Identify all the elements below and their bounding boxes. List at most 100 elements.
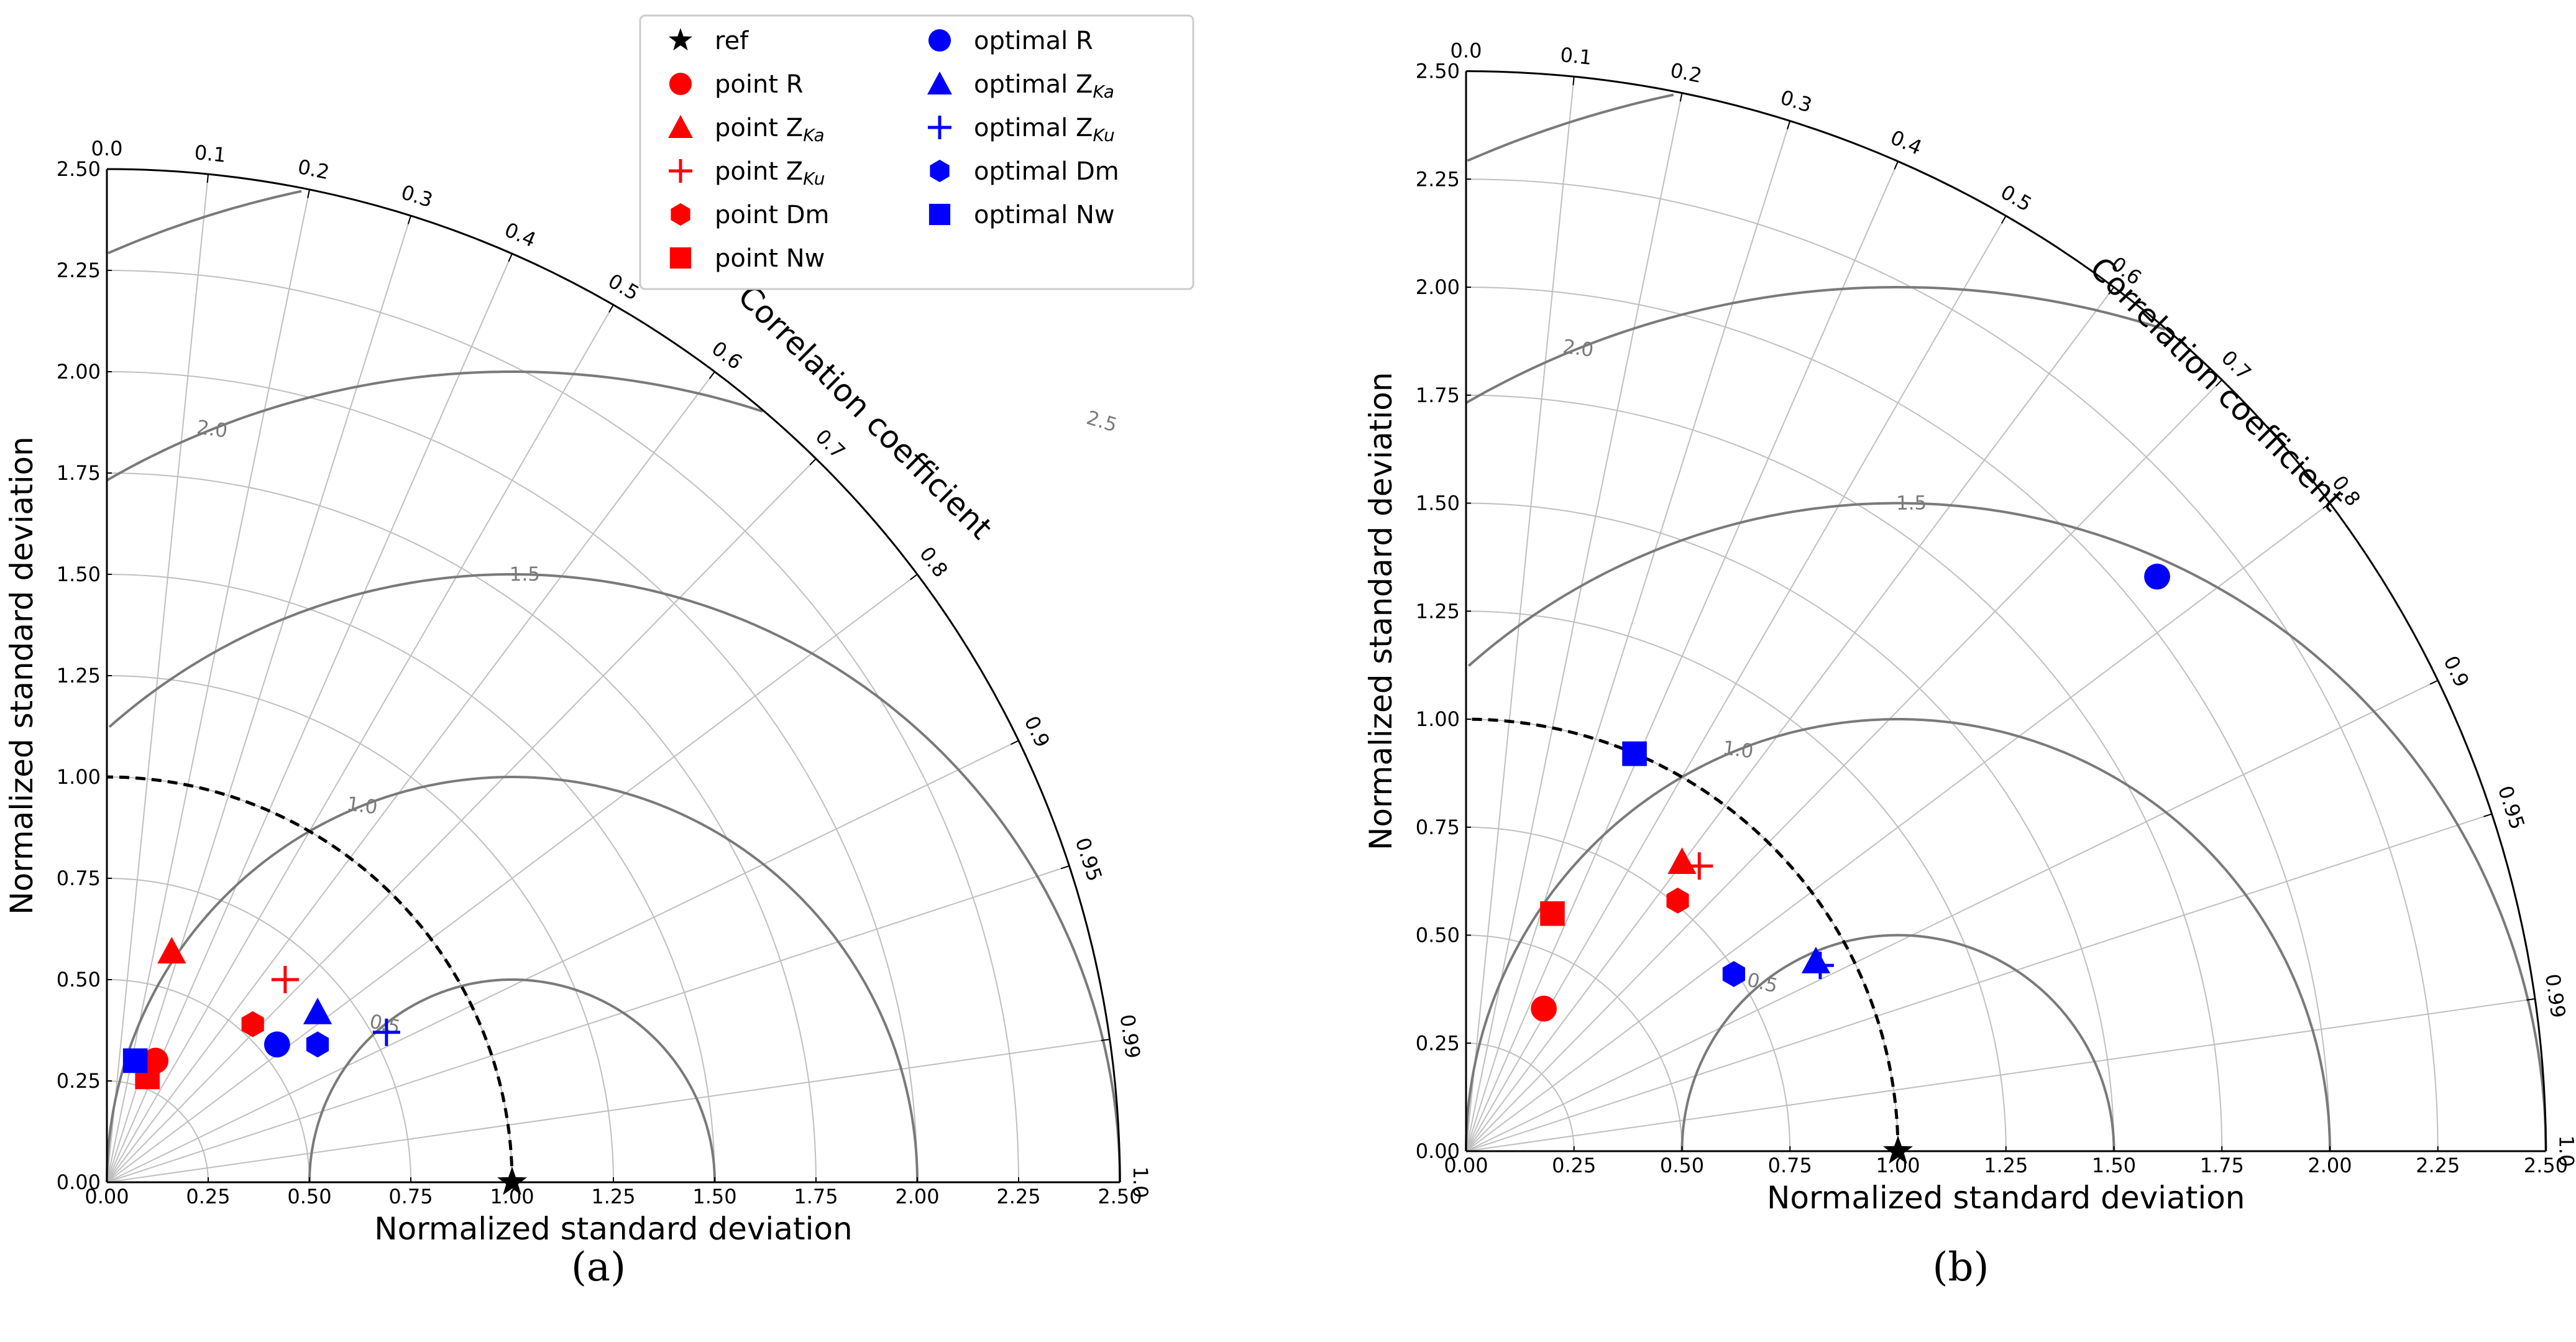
correlation-tick-label: 0.95	[2493, 783, 2529, 832]
std-gridline	[1465, 1042, 1575, 1152]
correlation-tick-label: 0.95	[1071, 835, 1107, 885]
std-gridline	[106, 574, 715, 1183]
rmse-contour	[1467, 502, 2547, 1151]
x-tick-label: 0.00	[1444, 1154, 1488, 1177]
data-point-optimal-r	[264, 1031, 290, 1058]
outer-arc	[1465, 70, 2547, 1152]
x-tick-label: 2.50	[1098, 1185, 1142, 1208]
rmse-contour	[1465, 718, 2331, 1151]
legend-label-text: optimal Nw	[974, 201, 1115, 229]
correlation-tick-mark	[508, 253, 513, 262]
correlation-tick-label: 0.4	[501, 218, 539, 252]
data-point-optimal-dm	[1722, 961, 1745, 987]
correlation-tick-label: 0.1	[1559, 43, 1593, 70]
correlation-tick-mark	[1060, 865, 1070, 870]
rmse-contour-label: 1.0	[1721, 737, 1755, 763]
correlation-axis-label: Correlation coefficient	[731, 278, 999, 546]
std-gridline	[106, 776, 513, 1183]
x-tick-label: 0.25	[1552, 1154, 1596, 1177]
std-gridline	[1465, 826, 1791, 1152]
legend-label-text: point Z	[715, 157, 803, 186]
y-tick-label: 0.00	[1416, 1139, 1460, 1163]
legend-marker-optimal-r	[928, 29, 951, 52]
correlation-tick-label: 0.99	[2541, 972, 2570, 1019]
correlation-tick-label: 0.5	[604, 269, 643, 305]
std-gridline	[1465, 287, 2331, 1152]
y-tick-label: 0.75	[1416, 816, 1460, 839]
correlation-tick-mark	[307, 189, 310, 198]
std-gridline	[106, 675, 614, 1183]
legend-marker-point-dm	[671, 203, 690, 226]
correlation-tick-label: 0.0	[91, 137, 123, 160]
rmse-contour-label: 2.0	[195, 416, 229, 443]
legend-label-subscript: Ka	[1093, 81, 1114, 102]
y-tick-label: 2.25	[1416, 167, 1460, 191]
y-tick-label: 1.75	[57, 461, 101, 485]
data-point-optimal-zka	[303, 998, 332, 1024]
data-point-optimal-zka	[1801, 947, 1831, 973]
correlation-tick-label: 0.2	[296, 155, 331, 184]
x-tick-label: 1.00	[490, 1185, 534, 1208]
correlation-tick-mark	[1894, 161, 1899, 170]
correlation-tick-mark	[809, 458, 817, 466]
x-axis-label: Normalized standard deviation	[374, 1211, 853, 1247]
legend-label: optimal ZKa	[974, 70, 1114, 102]
y-tick-label: 0.25	[57, 1069, 101, 1093]
legend-label-text: optimal Z	[974, 70, 1093, 99]
x-tick-label: 0.50	[1660, 1154, 1704, 1177]
rmse-contour	[106, 776, 919, 1182]
y-tick-label: 1.50	[1416, 492, 1460, 515]
y-tick-label: 2.25	[57, 259, 101, 282]
std-gridline	[1465, 394, 2223, 1152]
std-gridline	[106, 371, 918, 1183]
y-tick-label: 2.00	[1416, 275, 1460, 299]
correlation-tick-label: 0.8	[915, 542, 953, 582]
correlation-tick-label: 0.6	[707, 336, 747, 374]
legend-marker-ref	[669, 28, 692, 51]
legend-label: optimal Nw	[974, 201, 1115, 229]
y-tick-label: 1.75	[1416, 384, 1460, 407]
rmse-contour-label: 2.5	[1084, 407, 1120, 437]
legend-marker-optimal-dm	[930, 159, 950, 183]
legend-label-text: point R	[715, 70, 804, 99]
y-tick-label: 1.25	[57, 664, 101, 687]
std-gridline	[106, 270, 1019, 1183]
legend-label: point R	[715, 70, 804, 99]
data-point-optimal-dm	[306, 1031, 329, 1058]
legend-marker-optimal-nw	[928, 203, 951, 226]
rmse-contour	[106, 370, 763, 482]
rmse-contour-label: 2.0	[1562, 336, 1595, 362]
correlation-tick-label: 0.1	[193, 140, 227, 167]
panel-caption: (b)	[1933, 1244, 1989, 1290]
panel-caption: (a)	[571, 1244, 626, 1290]
correlation-tick-mark	[708, 371, 715, 379]
legend-label: point Nw	[715, 244, 825, 273]
data-point-point-r	[1531, 995, 1557, 1022]
legend-marker-point-z	[668, 115, 693, 138]
correlation-tick-mark	[2001, 215, 2007, 224]
correlation-tick-mark	[1572, 76, 1575, 86]
x-tick-label: 2.25	[996, 1185, 1040, 1208]
correlation-tick-label: 1.0	[1129, 1167, 1152, 1198]
x-tick-label: 1.25	[1984, 1154, 2028, 1177]
y-axis-label: Normalized standard deviation	[1363, 372, 1399, 850]
y-tick-label: 0.50	[1416, 924, 1460, 947]
data-point-point-zku	[1685, 852, 1713, 880]
data-point-point-zka	[157, 937, 186, 963]
legend-marker-point-z	[669, 159, 692, 183]
y-tick-label: 0.25	[1416, 1031, 1460, 1055]
std-gridline	[1465, 610, 2007, 1152]
legend-marker-optimal-z	[927, 71, 952, 94]
x-tick-label: 1.50	[692, 1185, 736, 1208]
legend-marker-point-r	[669, 72, 692, 96]
data-point-ref	[1883, 1135, 1913, 1164]
rmse-contour	[1680, 934, 2115, 1151]
std-gridline	[1465, 502, 2115, 1152]
legend-box	[639, 14, 1194, 290]
legend-label-text: point Nw	[715, 244, 825, 273]
std-gridline	[1465, 934, 1683, 1152]
legend-label-subscript: Ka	[803, 125, 825, 145]
reference-std-arc	[106, 775, 514, 1183]
std-gridline	[106, 878, 411, 1183]
